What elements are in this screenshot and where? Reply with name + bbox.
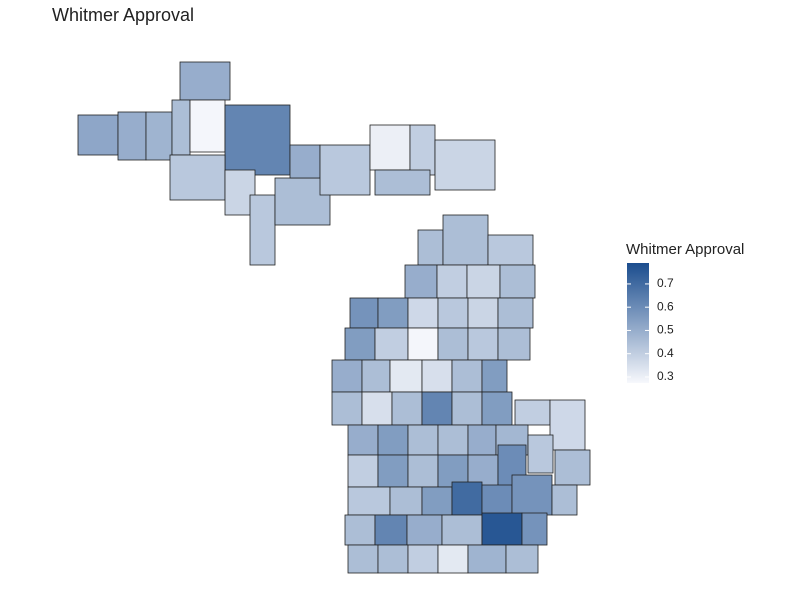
county (347, 454, 379, 488)
county (331, 391, 363, 426)
county (487, 234, 534, 266)
county (451, 391, 483, 426)
county (349, 297, 379, 329)
county (179, 61, 231, 101)
county (421, 359, 453, 393)
county (407, 544, 439, 574)
county (451, 359, 483, 393)
county (389, 359, 423, 393)
county (406, 514, 443, 546)
county (481, 359, 508, 393)
legend: 0.3 0.4 0.5 0.6 0.7 (627, 263, 674, 383)
county (374, 169, 431, 196)
county (407, 424, 439, 456)
county (417, 229, 444, 266)
county (434, 139, 496, 191)
county (407, 327, 439, 361)
county (169, 154, 226, 201)
county (505, 544, 539, 574)
county (374, 327, 409, 361)
county (331, 359, 363, 393)
county (344, 514, 376, 546)
county (319, 144, 371, 196)
county (437, 327, 469, 361)
county (374, 514, 408, 546)
legend-tick-label: 0.4 (657, 346, 674, 360)
county (451, 481, 483, 516)
legend-tick-label: 0.6 (657, 299, 674, 313)
county (224, 104, 291, 176)
county (361, 391, 393, 426)
county (467, 297, 499, 329)
county (77, 114, 119, 156)
county (389, 486, 423, 516)
colorbar (627, 263, 649, 383)
county (347, 486, 391, 516)
legend-title: Whitmer Approval (626, 241, 744, 258)
county (369, 124, 411, 171)
county (437, 297, 469, 329)
county (347, 424, 379, 456)
county (377, 424, 409, 456)
county (344, 327, 376, 361)
county (377, 544, 409, 574)
county (407, 454, 439, 488)
county (521, 512, 548, 546)
county (145, 111, 173, 161)
county (497, 327, 531, 361)
county (514, 399, 551, 426)
county (481, 484, 513, 516)
county (377, 454, 409, 488)
county (551, 484, 578, 516)
county (497, 297, 534, 329)
county (549, 399, 586, 451)
legend-tick-label: 0.7 (657, 276, 674, 290)
county (409, 124, 436, 176)
county (377, 297, 409, 329)
county (421, 486, 453, 516)
county (249, 194, 276, 266)
county (511, 474, 553, 516)
county (466, 264, 501, 299)
county (421, 391, 453, 426)
county (481, 512, 523, 546)
legend-tick-label: 0.3 (657, 369, 674, 383)
county (481, 391, 513, 426)
county (527, 434, 554, 474)
county (441, 514, 483, 546)
county (442, 214, 489, 266)
map-title: Whitmer Approval (52, 5, 194, 25)
county (437, 424, 469, 456)
county (404, 264, 438, 299)
county (347, 544, 379, 574)
county (289, 144, 321, 179)
county (171, 99, 191, 156)
county (436, 264, 468, 299)
county (391, 391, 423, 426)
county (361, 359, 391, 393)
county (499, 264, 536, 299)
county (189, 99, 226, 153)
county (437, 544, 469, 574)
county (554, 449, 591, 486)
county (117, 111, 147, 161)
county (467, 327, 499, 361)
county (407, 297, 439, 329)
legend-tick-label: 0.5 (657, 323, 674, 337)
county (467, 424, 497, 456)
regions (77, 61, 591, 574)
county (467, 544, 507, 574)
